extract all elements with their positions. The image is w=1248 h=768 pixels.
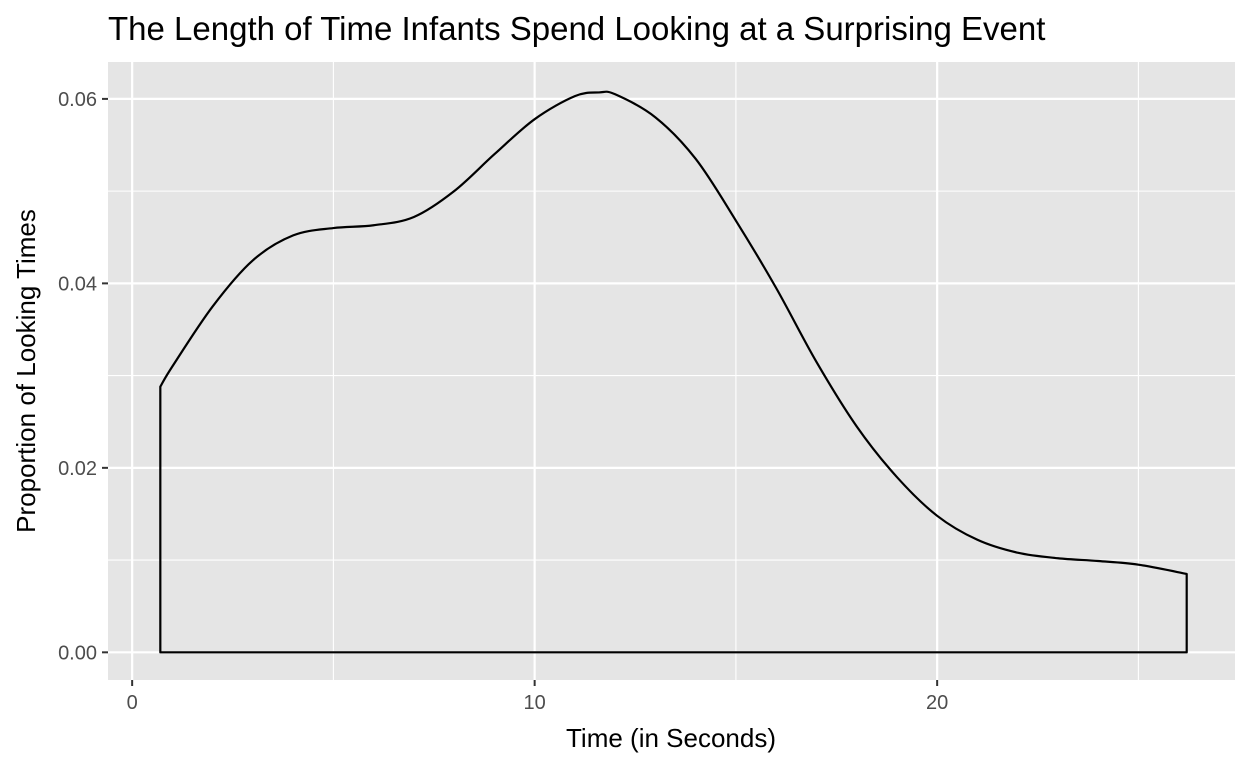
x-axis-title: Time (in Seconds) [566, 723, 776, 753]
x-tick-label: 20 [926, 692, 948, 714]
x-tick-label: 0 [127, 692, 138, 714]
x-tick-label: 10 [524, 692, 546, 714]
y-axis: 0.00 0.02 0.04 0.06 [58, 89, 108, 664]
chart-title: The Length of Time Infants Spend Looking… [108, 10, 1045, 47]
minor-grid [108, 62, 1235, 680]
plot-panel [108, 62, 1235, 680]
y-axis-title: Proportion of Looking Times [11, 209, 41, 533]
y-tick-label: 0.02 [58, 458, 97, 480]
x-axis: 0 10 20 [127, 680, 948, 714]
y-tick-label: 0.04 [58, 273, 97, 295]
y-tick-label: 0.00 [58, 642, 97, 664]
density-curve [159, 90, 1188, 654]
y-tick-label: 0.06 [58, 89, 97, 111]
